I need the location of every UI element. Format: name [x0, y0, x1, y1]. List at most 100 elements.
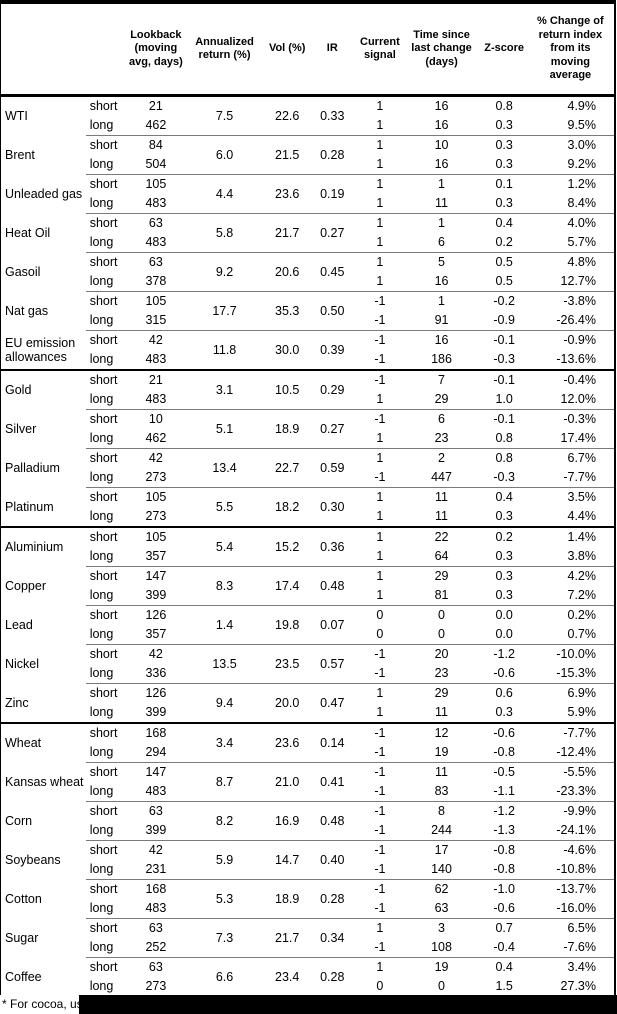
pct-change-value: 6.7%: [531, 448, 615, 468]
zscore-value: 0.3: [495, 549, 513, 563]
col-header-ir: IR: [311, 2, 354, 97]
current-signal-value: 1: [353, 174, 407, 194]
current-signal-value: 1: [353, 135, 407, 155]
ir-value: 0.48: [311, 566, 354, 606]
pct-change-value: -7.6%: [563, 940, 596, 954]
vol-value: 23.6: [263, 722, 312, 763]
current-signal-value: 1: [376, 431, 384, 445]
lookback-value: 378: [145, 274, 167, 288]
pct-change-value: -0.4%: [531, 369, 615, 390]
ir-value: 0.27: [311, 213, 354, 253]
pct-change-value: 0.2%: [531, 605, 615, 625]
table-row: long 483 -1 83 -1.1 -23.3%: [1, 782, 616, 802]
col-header-time-since-change: Time since last change (days): [406, 2, 477, 97]
commodity-name: Nat gas: [5, 304, 49, 318]
annualized-return-value: 17.7: [185, 291, 264, 331]
commodity-name: Palladium: [5, 461, 60, 475]
zscore-value: 0.8: [476, 448, 532, 468]
lookback-value: 63: [125, 213, 186, 233]
zscore-value: 0.3: [495, 705, 513, 719]
ir-value: 0.29: [311, 369, 354, 410]
time-since-change-value: 11: [435, 196, 449, 210]
zscore-value: -0.6: [493, 901, 515, 915]
time-since-change-value: 7: [406, 369, 477, 390]
table-row: Brent short 84 6.0 21.5 0.28 1 10 0.3 3.0%: [1, 135, 615, 175]
lookback-value: 273: [145, 470, 167, 484]
horizon-label: short: [85, 487, 126, 507]
pct-change-value: 12.7%: [560, 274, 596, 288]
lookback-value: 168: [125, 879, 186, 899]
horizon-label: long: [89, 509, 114, 523]
pct-change-value: -13.7%: [531, 879, 615, 899]
current-signal-value: 1: [353, 526, 407, 547]
time-since-change-value: 108: [431, 940, 452, 954]
current-signal-value: -1: [353, 330, 407, 350]
current-signal-value: -1: [353, 409, 407, 429]
time-since-change-value: 23: [434, 666, 449, 680]
pct-change-value: -12.4%: [556, 745, 596, 759]
table-row: Unleaded gas short 105 4.4 23.6 0.19 1 1 0.1 1.2%: [1, 174, 615, 214]
ir-value: 0.39: [311, 330, 354, 370]
current-signal-value: 1: [376, 549, 384, 563]
zscore-value: -0.8: [476, 840, 532, 860]
time-since-change-value: 16: [406, 95, 477, 116]
col-header-lookback: Lookback (moving avg, days): [125, 2, 186, 97]
lookback-value: 63: [125, 801, 186, 821]
horizon-label: short: [85, 409, 126, 429]
zscore-value: -0.3: [493, 352, 515, 366]
pct-change-value: 3.0%: [531, 135, 615, 155]
current-signal-value: -1: [374, 470, 386, 484]
current-signal-value: 0: [376, 979, 384, 993]
lookback-value: 63: [125, 918, 186, 938]
commodity-name: Aluminium: [5, 540, 64, 555]
vol-value: 16.9: [263, 801, 312, 841]
ir-value: 0.48: [311, 801, 354, 841]
group-base-metals: Aluminium short 105 5.4 15.2 0.36 1 22 0.2 1.4% lo…: [0, 526, 616, 723]
lookback-value: 105: [125, 526, 186, 547]
vol-value: 19.8: [263, 605, 312, 645]
current-signal-value: 0: [376, 627, 384, 641]
horizon-label: short: [85, 762, 126, 782]
table-row: long 483 1 11 0.3 8.4%: [1, 194, 616, 214]
vol-value: 35.3: [263, 291, 312, 331]
pct-change-value: 3.8%: [567, 549, 597, 563]
current-signal-value: 1: [353, 252, 407, 272]
time-since-change-value: 12: [406, 722, 477, 743]
pct-change-value: -7.7%: [563, 470, 596, 484]
table-header: Lookback (moving avg, days) Annualized r…: [0, 2, 615, 97]
horizon-label: long: [89, 352, 114, 366]
horizon-label: short: [85, 252, 126, 272]
pct-change-value: 6.5%: [531, 918, 615, 938]
zscore-value: 0.0: [476, 605, 532, 625]
time-since-change-value: 11: [435, 705, 449, 719]
horizon-label: long: [89, 157, 114, 171]
annualized-return-value: 7.3: [185, 918, 264, 958]
horizon-label: long: [89, 784, 114, 798]
current-signal-value: 1: [353, 957, 407, 977]
time-since-change-value: 16: [434, 274, 449, 288]
table-row: Nickel short 42 13.5 23.5 0.57 -1 20 -1.2 -10.0%: [1, 644, 615, 684]
table-row: long 399 1 11 0.3 5.9%: [1, 703, 616, 723]
pct-change-value: -7.7%: [531, 722, 615, 743]
table-row: long 504 1 16 0.3 9.2%: [1, 155, 616, 175]
lookback-value: 462: [145, 118, 167, 132]
table-row: Copper short 147 8.3 17.4 0.48 1 29 0.3 4.2%: [1, 566, 615, 606]
horizon-label: long: [89, 979, 114, 993]
pct-change-value: 4.9%: [531, 95, 615, 116]
table-row: Wheat short 168 3.4 23.6 0.14 -1 12 -0.6 -7.7%: [1, 722, 615, 763]
horizon-label: long: [89, 313, 114, 327]
time-since-change-value: 8: [406, 801, 477, 821]
zscore-value: -0.9: [493, 313, 515, 327]
ir-value: 0.28: [311, 135, 354, 175]
horizon-label: long: [89, 666, 114, 680]
table-row: long 273 -1 447 -0.3 -7.7%: [1, 468, 616, 488]
pct-change-value: 5.9%: [567, 705, 597, 719]
commodity-name: Sugar: [5, 931, 39, 945]
ir-value: 0.41: [311, 762, 354, 802]
vol-value: 18.9: [263, 879, 312, 919]
pct-change-value: 9.5%: [567, 118, 597, 132]
current-signal-value: -1: [353, 762, 407, 782]
horizon-label: long: [89, 196, 114, 210]
lookback-value: 42: [125, 644, 186, 664]
vol-value: 18.2: [263, 487, 312, 527]
